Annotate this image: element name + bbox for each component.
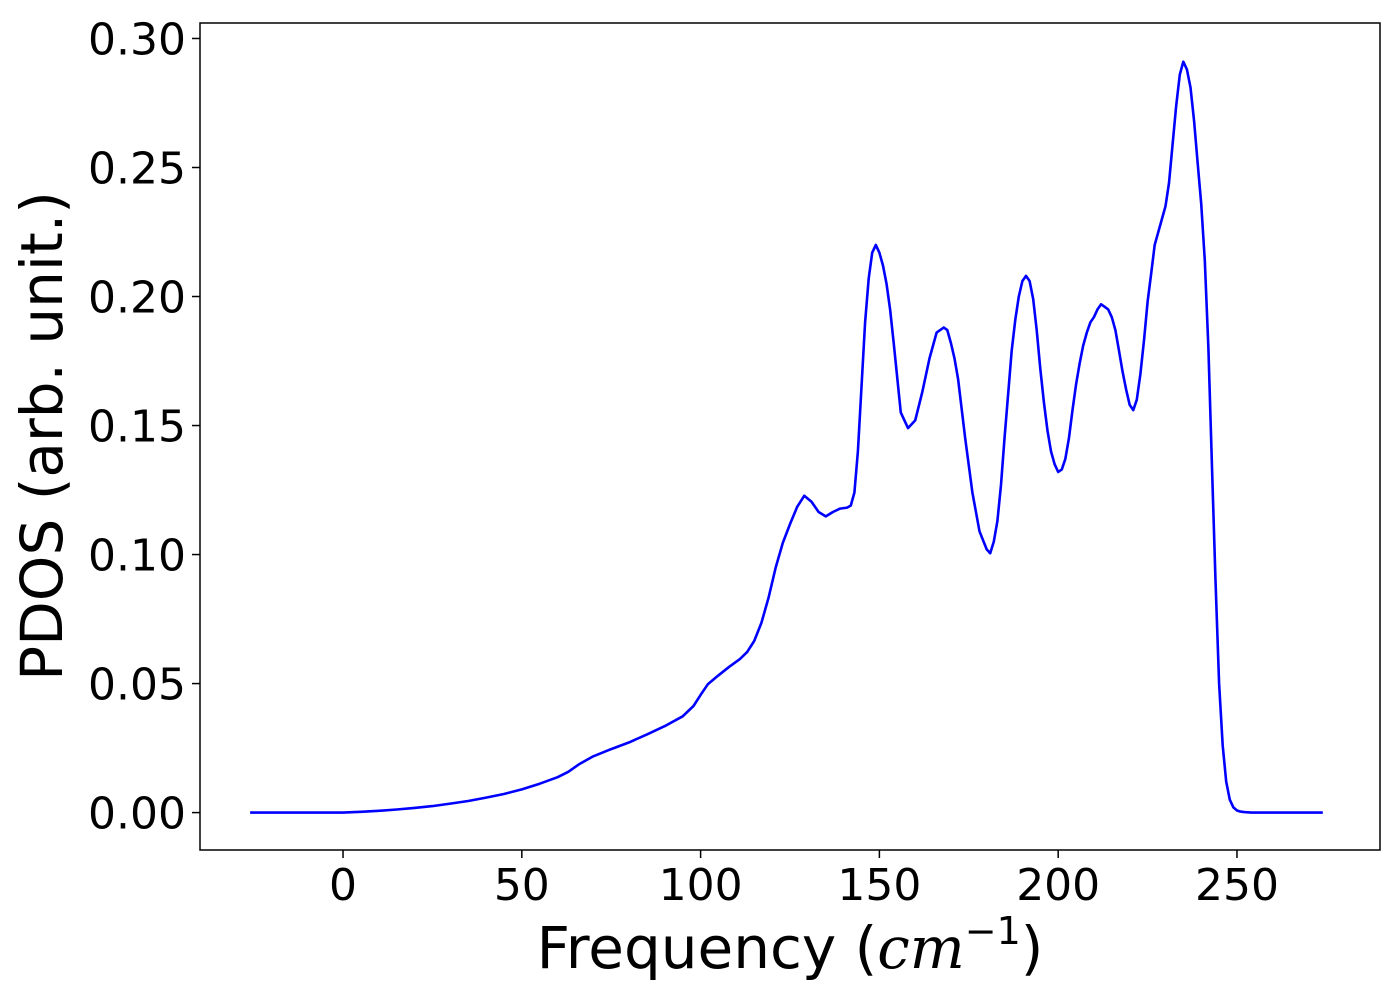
x-tick-label: 50 xyxy=(494,860,550,911)
x-axis-label-suffix: ) xyxy=(1021,914,1044,982)
plot-frame xyxy=(199,22,1381,851)
x-axis-label-unit: cm xyxy=(877,914,964,982)
y-tick-label: 0.30 xyxy=(88,14,186,65)
y-tick-label: 0.15 xyxy=(88,402,186,453)
y-tick-label: 0.25 xyxy=(88,143,186,194)
x-tick-label: 150 xyxy=(837,860,921,911)
y-tick-label: 0.20 xyxy=(88,273,186,324)
x-tick-label: 250 xyxy=(1195,860,1279,911)
y-axis-label: PDOS (arb. unit.) xyxy=(8,191,76,681)
y-tick-label: 0.00 xyxy=(88,789,186,840)
y-tick-label: 0.05 xyxy=(88,660,186,711)
x-tick-label: 200 xyxy=(1016,860,1100,911)
pdos-series-line xyxy=(250,60,1323,814)
series-layer xyxy=(250,60,1323,814)
x-tick-label: 100 xyxy=(659,860,743,911)
x-axis-label: Frequency (cm−1) xyxy=(537,909,1044,982)
x-axis-label-prefix: Frequency ( xyxy=(537,914,878,982)
x-tick-label: 0 xyxy=(329,860,357,911)
y-tick-label: 0.10 xyxy=(88,531,186,582)
x-axis-label-exponent: −1 xyxy=(965,909,1021,953)
ticks-layer: 0 50 100 150 200 250 0.00 0.05 0.10 0.15 0.20 0.25 0… xyxy=(88,14,1279,911)
